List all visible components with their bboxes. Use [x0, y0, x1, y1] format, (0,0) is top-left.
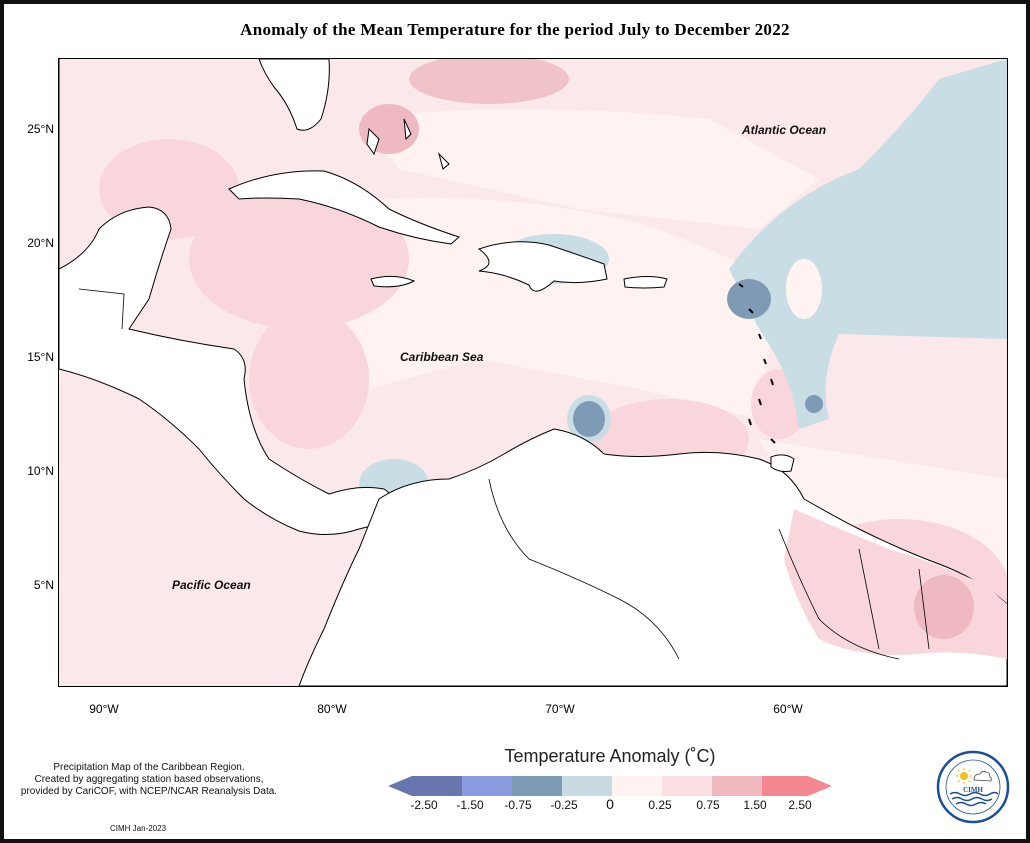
ytick-20n: 20°N — [27, 236, 54, 250]
legend-swatch-4 — [562, 776, 612, 796]
legend-swatch-2 — [462, 776, 512, 796]
xtick-90w: 90°W — [89, 702, 119, 716]
ytick-5n: 5°N — [33, 578, 54, 592]
ytick-15n: 15°N — [27, 350, 54, 364]
land-jamaica — [370, 275, 416, 288]
cimh-logo-text: CIMH — [963, 786, 983, 794]
legend-label-minus-0-75: -0.75 — [504, 798, 532, 812]
border-suriname-french-guiana — [918, 568, 930, 650]
credit-text: CIMH Jan-2023 — [110, 824, 167, 833]
legend-swatch-5 — [612, 776, 662, 796]
anomaly-map — [59, 59, 1007, 686]
caribbean-sea-label: Caribbean Sea — [400, 350, 484, 364]
legend-swatch-highest — [808, 776, 832, 796]
border-colombia-venezuela — [488, 478, 680, 660]
anomaly-warm-west — [189, 189, 409, 329]
anomaly-cold-barbados — [805, 395, 823, 413]
legend-label-1-50: 1.50 — [743, 798, 767, 812]
legend-label-minus-0-25: -0.25 — [550, 798, 578, 812]
anomaly-warm-honduras — [249, 309, 369, 449]
anomaly-warm-bahamas — [359, 104, 419, 154]
cimh-logo-icon: CIMH — [936, 750, 1010, 824]
xtick-80w: 80°W — [317, 702, 347, 716]
ytick-10n: 10°N — [27, 464, 54, 478]
note-line-1: Precipitation Map of the Caribbean Regio… — [53, 762, 245, 773]
land-bahamas — [366, 118, 450, 170]
legend-swatch-6 — [662, 776, 712, 796]
land-puerto-rico — [623, 276, 668, 289]
legend-label-0-75: 0.75 — [696, 798, 720, 812]
anomaly-warm-north-edge — [409, 59, 569, 104]
legend-label-zero: 0 — [606, 796, 614, 812]
ytick-25n: 25°N — [27, 122, 54, 136]
atlantic-ocean-label: Atlantic Ocean — [742, 123, 827, 137]
legend-swatch-7 — [712, 776, 762, 796]
anomaly-warm-french-guiana-land — [914, 575, 974, 639]
legend-swatch-1 — [412, 776, 462, 796]
legend-swatch-3 — [512, 776, 562, 796]
legend-title: Temperature Anomaly (˚C) — [504, 746, 716, 766]
note-line-2: Created by aggregating station based obs… — [34, 774, 264, 785]
anomaly-near-zero-center — [289, 197, 779, 419]
land-trinidad — [770, 454, 795, 472]
note-line-3: provided by CariCOF, with NCEP/NCAR Rean… — [20, 786, 278, 797]
land-cuba — [228, 170, 460, 245]
pacific-ocean-label: Pacific Ocean — [172, 578, 251, 592]
legend-label-0-25: 0.25 — [648, 798, 672, 812]
anomaly-cool-atlantic — [729, 59, 1007, 429]
anomaly-cold-leeward-islands — [727, 279, 771, 319]
anomaly-neutral-east — [786, 259, 822, 319]
land-hispaniola — [477, 241, 608, 292]
legend-label-2-50: 2.50 — [788, 798, 812, 812]
border-mexico-guatemala — [78, 288, 125, 330]
border-guyana-suriname — [858, 548, 880, 650]
map-title: Anomaly of the Mean Temperature for the … — [240, 20, 790, 39]
land-central-america — [59, 59, 400, 535]
legend-colorbar — [388, 776, 832, 796]
map-panel — [58, 58, 1008, 687]
land-florida — [258, 59, 330, 131]
legend-swatch-lowest — [388, 776, 412, 796]
border-venezuela-guyana — [778, 528, 900, 660]
legend-label-minus-1-50: -1.50 — [456, 798, 484, 812]
xtick-70w: 70°W — [545, 702, 575, 716]
xtick-60w: 60°W — [773, 702, 803, 716]
land-lesser-antilles — [738, 283, 776, 444]
map-description-note: Precipitation Map of the Caribbean Regio… — [10, 762, 288, 798]
legend-label-minus-2-50: -2.50 — [410, 798, 438, 812]
anomaly-near-zero-north — [359, 109, 819, 229]
anomaly-cold-abc-islands — [573, 401, 605, 437]
legend-swatch-8 — [762, 776, 808, 796]
